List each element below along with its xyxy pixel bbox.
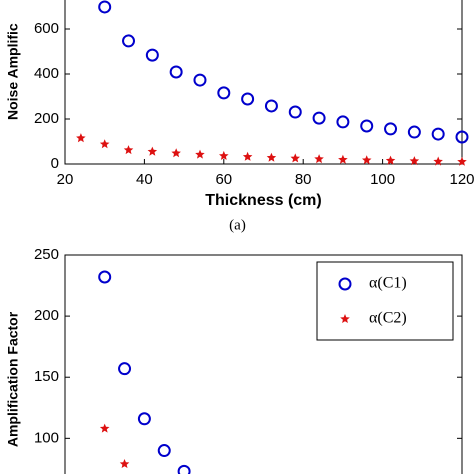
y-tick-label: 100: [34, 429, 59, 446]
data-point: [169, 65, 183, 79]
legend-marker: [338, 277, 352, 291]
data-point: [195, 149, 205, 159]
data-point: [98, 270, 112, 284]
data-point: [338, 154, 348, 164]
legend-box: [316, 261, 454, 341]
data-point: [290, 153, 300, 163]
data-point: [76, 133, 86, 143]
x-axis-label: Thickness (cm): [205, 192, 321, 209]
data-point: [266, 152, 277, 162]
x-tick-label: 120: [449, 171, 474, 188]
data-point: [264, 99, 278, 113]
x-tick-label: 100: [370, 171, 395, 188]
data-point: [219, 150, 229, 160]
data-point: [407, 125, 421, 139]
plot-frame: [64, 0, 463, 165]
data-point: [241, 92, 255, 106]
data-point: [288, 105, 302, 119]
y-tick-label: 200: [34, 307, 59, 324]
data-point: [384, 122, 398, 136]
legend-marker: [340, 314, 350, 323]
data-point: [122, 34, 136, 48]
legend-label: α(C2): [369, 310, 407, 327]
data-point: [409, 156, 420, 166]
data-point: [145, 48, 159, 62]
data-point: [336, 115, 350, 129]
y-axis-label: Noise Amplific: [5, 23, 21, 120]
x-tick-label: 40: [136, 171, 153, 188]
data-point: [217, 86, 231, 100]
data-point: [147, 146, 158, 156]
data-point: [157, 444, 171, 458]
data-point: [431, 127, 445, 141]
data-point: [123, 145, 134, 155]
y-tick-label: 600: [34, 20, 59, 37]
data-point: [433, 156, 443, 166]
data-point: [385, 155, 396, 165]
data-point: [171, 148, 181, 158]
data-point: [99, 139, 110, 149]
data-point: [314, 154, 324, 164]
data-point: [242, 151, 253, 161]
data-point: [455, 130, 469, 144]
data-point: [99, 423, 110, 433]
legend-label: α(C1): [369, 275, 407, 292]
data-point: [362, 155, 372, 165]
data-point: [98, 0, 112, 14]
caption: (a): [229, 217, 246, 233]
x-tick-label: 60: [215, 171, 232, 188]
y-tick-label: 400: [34, 65, 59, 82]
y-tick-label: 0: [51, 155, 59, 172]
data-point: [137, 412, 151, 426]
data-point: [312, 111, 326, 125]
plot-frame: [64, 254, 463, 474]
data-point: [119, 459, 130, 468]
y-tick-label: 150: [34, 368, 59, 385]
data-point: [118, 362, 132, 376]
data-point: [193, 73, 207, 87]
y-tick-label: 250: [34, 246, 59, 263]
y-axis-label: Amplification Factor: [5, 311, 21, 447]
data-point: [177, 464, 191, 474]
x-tick-label: 80: [295, 171, 312, 188]
data-point: [360, 119, 374, 133]
data-point: [457, 156, 467, 166]
x-tick-label: 20: [57, 171, 74, 188]
y-tick-label: 200: [34, 110, 59, 127]
